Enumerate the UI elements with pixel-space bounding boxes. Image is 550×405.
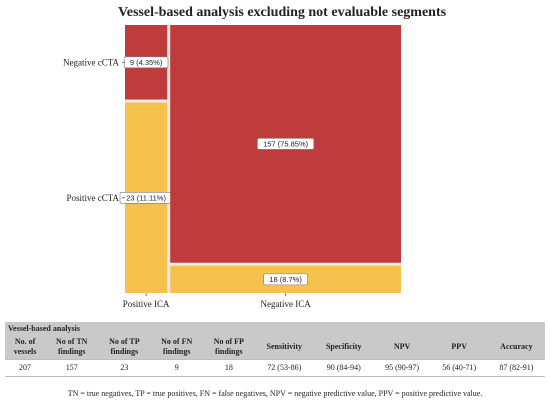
table-header-cell: PPV — [430, 335, 488, 360]
table-cell: 23 — [98, 359, 151, 377]
footnote: TN = true negatives, TP = true positives… — [67, 389, 483, 398]
x-tick-label-negative-ica: Negative ICA — [260, 299, 311, 309]
table-cell: 18 — [203, 359, 255, 377]
table-header-cell: No of FP findings — [203, 335, 255, 360]
table-cell: 95 (90-97) — [373, 359, 431, 377]
tile-label-negative-ica-negative-ccta: 157 (75.85%) — [263, 139, 309, 148]
table-header-cell: No of TP findings — [98, 335, 151, 360]
table-caption: Vessel-based analysis — [5, 322, 545, 335]
table-cell: 56 (40-71) — [430, 359, 488, 377]
stats-table: Vessel-based analysis No. of vessels No of… — [5, 322, 545, 377]
table-cell: 87 (82-91) — [487, 359, 545, 377]
table-header-cell: No of TN findings — [45, 335, 99, 360]
table-header-row: No. of vessels No of TN findings No of TP fin… — [5, 335, 545, 360]
y-tick-label-negative-ccta: Negative cCTA — [63, 57, 120, 67]
plot-area: 9 (4.35%) 23 (11.11%) 157 (75.85%) 18 (8.7%… — [63, 25, 401, 309]
table-header-cell: Specificity — [314, 335, 374, 360]
tile-label-box-negative-ica-negative-ccta — [257, 138, 315, 150]
mosaic-chart: Vessel-based analysis excluding not eval… — [63, 5, 447, 309]
table-cell: 9 — [150, 359, 204, 377]
tile-label-box-negative-ica-positive-ccta — [263, 273, 308, 286]
table-header-cell: Sensitivity — [254, 335, 315, 360]
table-row: 207 157 23 9 18 72 (53-86) 90 (84-94) 95 (90-97… — [5, 359, 545, 377]
tile-label-positive-ica-positive-ccta: 23 (11.11%) — [126, 193, 166, 202]
table-cell: 72 (53-86) — [254, 359, 315, 377]
table-cell: 90 (84-94) — [314, 359, 374, 377]
table-header-cell: NPV — [373, 335, 431, 360]
table-header-cell: No of FN findings — [150, 335, 204, 360]
tile-label-negative-ica-positive-ccta: 18 (8.7%) — [269, 275, 302, 284]
y-tick-label-positive-ccta: Positive cCTA — [66, 193, 119, 203]
table-cell: 207 — [5, 359, 46, 377]
chart-title: Vessel-based analysis excluding not eval… — [118, 5, 447, 20]
tile-label-positive-ica-negative-ccta: 9 (4.35%) — [130, 58, 163, 67]
table-cell: 157 — [45, 359, 99, 377]
x-tick-label-positive-ica: Positive ICA — [123, 299, 170, 309]
table-header-cell: No. of vessels — [5, 335, 46, 360]
table-header-cell: Accuracy — [487, 335, 545, 360]
